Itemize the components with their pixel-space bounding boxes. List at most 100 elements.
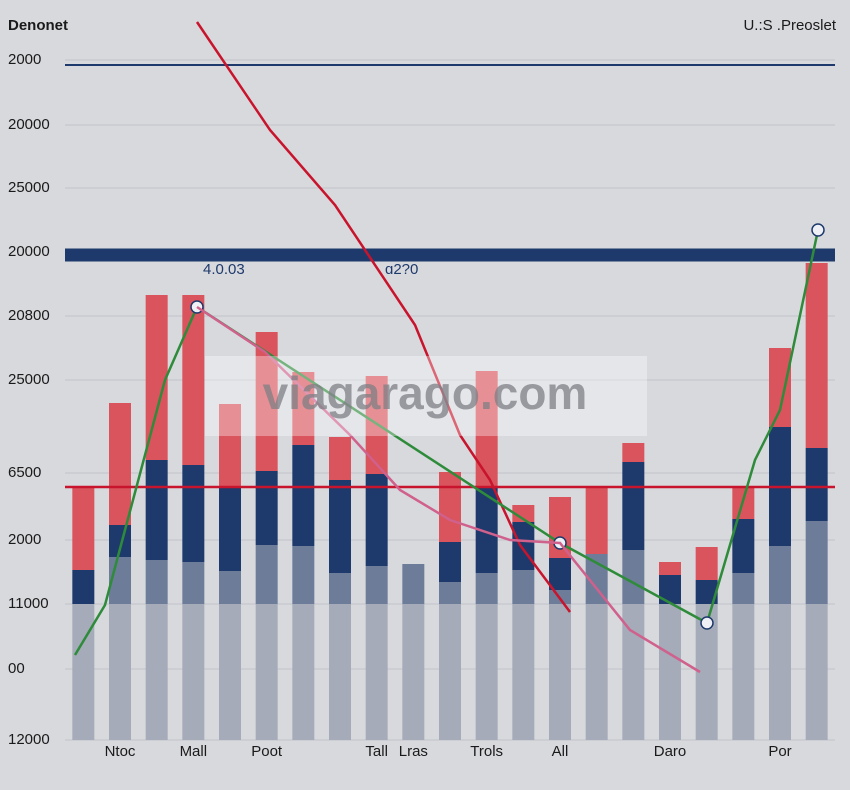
bar-segment: [182, 604, 205, 740]
y-tick-label: 20000: [8, 243, 50, 260]
bar-segment: [72, 487, 95, 570]
line-marker: [811, 223, 825, 237]
bar-segment: [145, 295, 168, 460]
bar-segment: [659, 604, 681, 740]
bar-segment: [805, 604, 828, 740]
bar-segment: [329, 604, 351, 740]
bar-segment: [255, 545, 278, 604]
bar-segment: [475, 604, 498, 740]
bar-segment: [109, 403, 131, 525]
bar-segment: [109, 604, 131, 740]
bar-segment: [292, 546, 315, 604]
x-tick-label: All: [552, 743, 569, 760]
bar-segment: [695, 604, 718, 740]
annotation: ɑ2?0: [385, 261, 418, 278]
bar-segment: [219, 571, 241, 604]
bar-segment: [329, 573, 351, 604]
bar-segment: [182, 562, 205, 604]
bar-segment: [109, 525, 131, 557]
y-tick-label: 2000: [8, 51, 41, 68]
bar-segment: [365, 474, 388, 566]
bar-segment: [182, 465, 205, 562]
bar-segment: [255, 332, 278, 471]
chart-subtitle: U.:S .Preoslet: [743, 17, 836, 34]
bar-segment: [402, 564, 425, 604]
bar-segment: [585, 604, 608, 740]
bar-segment: [72, 570, 95, 604]
x-tick-label: Daro: [654, 743, 687, 760]
bar-segment: [439, 542, 461, 582]
bar-segment: [402, 604, 425, 740]
bar-segment: [549, 558, 571, 590]
x-tick-label: Tall: [365, 743, 388, 760]
bar-segment: [292, 445, 315, 546]
bar-segment: [585, 487, 608, 554]
bar-segment: [145, 460, 168, 560]
x-tick-label: Lras: [399, 743, 428, 760]
x-tick-label: Ntoc: [105, 743, 136, 760]
bar-segment: [695, 547, 718, 580]
bar-segment: [512, 604, 535, 740]
bar-segment: [805, 263, 828, 448]
x-tick-label: Poot: [251, 743, 283, 760]
bar-segment: [439, 472, 461, 542]
bar-segment: [805, 448, 828, 521]
y-tick-label: 11000: [8, 595, 49, 612]
x-tick-label: Por: [768, 743, 791, 760]
watermark-box: [205, 356, 647, 436]
bar-segment: [659, 562, 681, 575]
bar-segment: [475, 573, 498, 604]
bar-segment: [732, 604, 755, 740]
bar-segment: [329, 480, 351, 573]
y-tick-label: 12000: [8, 731, 50, 748]
bar-segment: [622, 604, 645, 740]
bar-segment: [145, 560, 168, 604]
y-tick-label: 25000: [8, 371, 50, 388]
bar-segment: [439, 582, 461, 604]
bar-segment: [732, 573, 755, 604]
bar-segment: [769, 348, 791, 427]
bar-segment: [292, 372, 315, 445]
y-tick-label: 25000: [8, 179, 50, 196]
bar-segment: [732, 519, 755, 573]
y-tick-label: 00: [8, 660, 25, 677]
bar-segment: [439, 604, 461, 740]
x-tick-label: Trols: [470, 743, 503, 760]
bar-segment: [475, 488, 498, 573]
line-marker: [700, 616, 714, 630]
bar-segment: [659, 575, 681, 604]
bar-segment: [695, 580, 718, 604]
bar-segment: [329, 437, 351, 480]
y-tick-label: 2000: [8, 531, 41, 548]
bar-segment: [769, 546, 791, 604]
y-tick-label: 20000: [8, 116, 50, 133]
bar-segment: [549, 604, 571, 740]
bar-segment: [769, 604, 791, 740]
bar-segment: [475, 371, 498, 488]
bar-segment: [72, 604, 95, 740]
bar-segment: [365, 604, 388, 740]
bar-segment: [292, 604, 315, 740]
bar-segment: [622, 443, 645, 462]
y-tick-label: 20800: [8, 307, 50, 324]
trend-line: [195, 21, 572, 613]
y-tick-label: 6500: [8, 464, 41, 481]
bar-segment: [219, 404, 241, 488]
bar-segment: [255, 471, 278, 545]
bar-segment: [255, 604, 278, 740]
annotation: 4.0.03: [203, 261, 245, 278]
bar-segment: [145, 604, 168, 740]
bar-segment: [622, 550, 645, 604]
bar-segment: [622, 462, 645, 550]
trend-line: [196, 305, 701, 674]
x-tick-label: Mall: [180, 743, 208, 760]
bar-segment: [365, 566, 388, 604]
chart-title: Denonet: [8, 17, 68, 34]
bar-segment: [512, 505, 535, 522]
bar-segment: [512, 522, 535, 570]
bar-segment: [182, 295, 205, 465]
bar-segment: [805, 521, 828, 604]
bar-segment: [219, 604, 241, 740]
